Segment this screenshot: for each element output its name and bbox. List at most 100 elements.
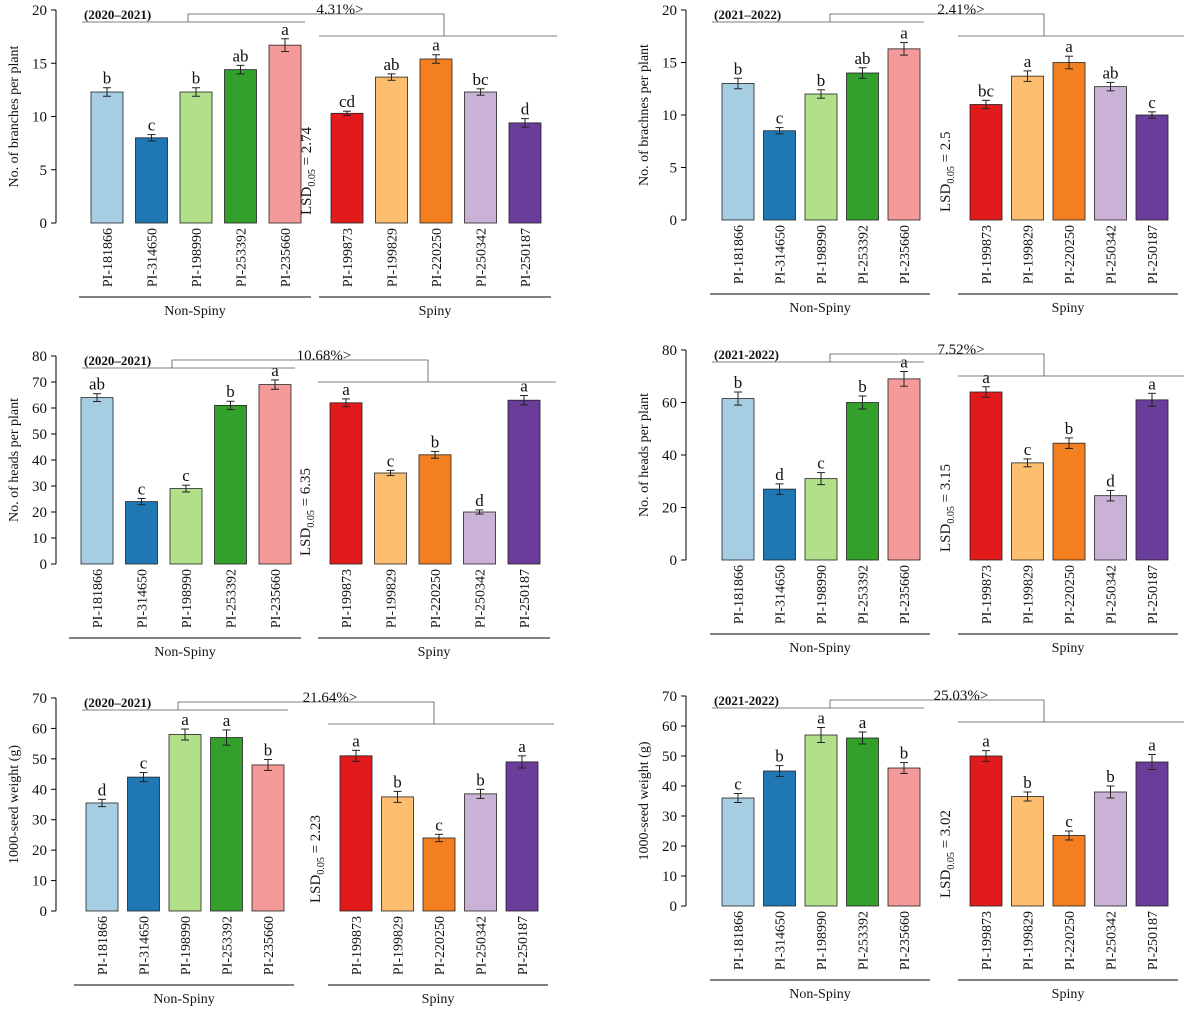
season-label: (2021-2022) (714, 693, 779, 708)
difference-bracket (171, 359, 429, 382)
significance-letter: a (223, 711, 231, 730)
category-label: PI-199873 (980, 911, 995, 970)
bar-pi-250187 (1135, 761, 1169, 907)
bar-pi-181866 (80, 397, 114, 565)
bar-pi-220250 (419, 58, 453, 224)
y-axis-label: No. of heads per plant (7, 398, 22, 522)
y-tick-label: 40 (662, 448, 677, 464)
y-tick-label: 10 (662, 108, 677, 124)
y-tick-label: 30 (32, 479, 47, 495)
significance-letter: a (1148, 374, 1156, 393)
group-label-spiny: Spiny (1052, 301, 1085, 316)
difference-label: 10.68%> (297, 348, 352, 364)
y-tick-label: 20 (662, 839, 677, 855)
category-label: PI-199829 (386, 228, 401, 287)
group-label-spiny: Spiny (419, 304, 452, 319)
y-tick-label: 5 (40, 163, 48, 179)
y-tick-label: 0 (670, 213, 678, 229)
difference-bracket (829, 699, 1045, 722)
category-label: PI-181866 (732, 911, 747, 970)
difference-bracket (187, 13, 445, 36)
significance-letter: a (817, 709, 825, 728)
category-label: PI-314650 (138, 916, 153, 975)
y-tick-label: 15 (32, 56, 47, 72)
bar-pi-250342 (1094, 791, 1127, 907)
category-label: PI-235660 (279, 228, 294, 287)
y-tick-label: 60 (662, 719, 677, 735)
category-label: PI-199873 (340, 569, 355, 628)
bar-pi-198990 (804, 478, 838, 561)
bar-pi-235660 (887, 48, 921, 221)
bar-pi-314650 (763, 770, 796, 907)
season-label: (2020–2021) (84, 7, 151, 22)
category-label: PI-250187 (519, 228, 534, 287)
category-label: PI-220250 (433, 916, 448, 975)
category-label: PI-250187 (1146, 565, 1161, 624)
category-label: PI-250342 (1105, 565, 1120, 624)
significance-letter: a (518, 737, 526, 756)
group-label-non-spiny: Non-Spiny (789, 641, 850, 656)
bar-pi-250187 (508, 122, 542, 224)
significance-letter: c (138, 479, 146, 498)
y-tick-label: 80 (32, 349, 47, 365)
significance-letter: b (431, 432, 440, 451)
category-label: PI-198990 (815, 911, 830, 970)
significance-letter: a (859, 713, 867, 732)
bar-pi-235660 (887, 767, 921, 907)
bar-pi-250187 (1135, 114, 1169, 221)
significance-letter: b (858, 377, 867, 396)
bar-pi-253392 (846, 737, 879, 907)
category-label: PI-253392 (225, 569, 240, 628)
difference-bracket (177, 701, 435, 724)
group-label-non-spiny: Non-Spiny (153, 992, 214, 1007)
y-tick-label: 60 (32, 401, 47, 417)
bar-pi-181866 (721, 797, 755, 907)
y-axis-label: 1000-seed weight (g) (7, 745, 22, 864)
category-label: PI-181866 (732, 225, 747, 284)
significance-letter: ab (854, 49, 870, 68)
y-tick-label: 0 (40, 557, 48, 573)
bar-pi-199873 (329, 402, 363, 565)
category-label: PI-198990 (815, 565, 830, 624)
significance-letter: c (1148, 93, 1156, 112)
y-tick-label: 20 (662, 501, 677, 517)
y-tick-label: 20 (32, 3, 47, 19)
group-label-non-spiny: Non-Spiny (164, 304, 225, 319)
significance-letter: a (520, 377, 528, 396)
lsd-annotation: LSD0.05 = 3.15 (938, 464, 957, 552)
bar-pi-250342 (464, 793, 497, 912)
significance-letter: a (281, 20, 289, 39)
season-label: (2021-2022) (714, 347, 779, 362)
category-label: PI-253392 (221, 916, 236, 975)
significance-letter: b (476, 770, 485, 789)
bar-pi-199829 (1011, 796, 1044, 907)
bar-pi-220250 (418, 454, 452, 565)
y-tick-label: 50 (662, 749, 677, 765)
category-label: PI-220250 (429, 569, 444, 628)
bar-pi-314650 (135, 137, 168, 224)
category-label: PI-314650 (146, 228, 161, 287)
lsd-annotation: LSD0.05 = 2.74 (299, 126, 318, 215)
group-label-non-spiny: Non-Spiny (789, 301, 850, 316)
y-tick-label: 70 (662, 689, 677, 705)
lsd-annotation: LSD0.05 = 2.23 (308, 815, 327, 903)
category-label: PI-181866 (732, 565, 747, 624)
bar-pi-198990 (179, 91, 213, 224)
bar-pi-199829 (1011, 462, 1044, 561)
significance-letter: a (900, 24, 908, 43)
bar-pi-199829 (374, 472, 407, 565)
bar-pi-199829 (381, 796, 414, 912)
y-tick-label: 0 (670, 899, 678, 915)
y-tick-label: 5 (670, 161, 678, 177)
y-tick-label: 10 (32, 110, 47, 126)
significance-letter: cd (339, 92, 356, 111)
y-tick-label: 10 (32, 874, 47, 890)
bar-pi-198990 (169, 488, 203, 565)
group-label-non-spiny: Non-Spiny (154, 645, 215, 660)
significance-letter: b (264, 740, 273, 759)
bar-pi-250187 (505, 761, 539, 912)
difference-bracket (829, 13, 1045, 36)
significance-letter: c (1024, 440, 1032, 459)
bar-pi-199829 (375, 76, 408, 224)
significance-letter: b (192, 69, 201, 88)
